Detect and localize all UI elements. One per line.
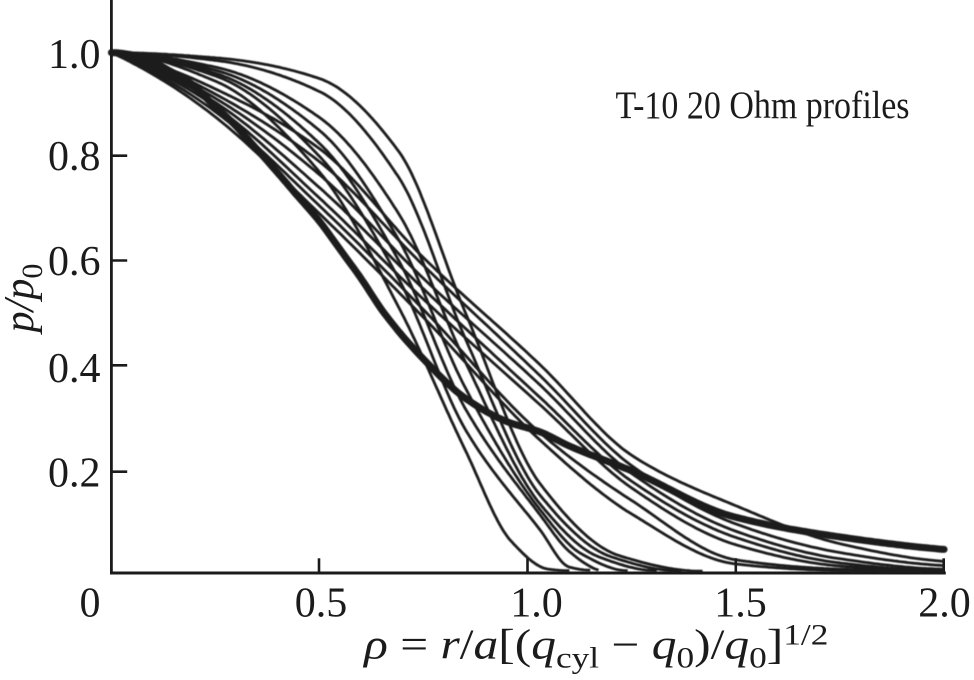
svg-text:0.5: 0.5: [295, 581, 348, 627]
svg-text:0: 0: [80, 581, 101, 627]
svg-text:p/p0: p/p0: [0, 264, 49, 336]
svg-text:2.0: 2.0: [918, 581, 971, 627]
svg-text:0.6: 0.6: [48, 239, 101, 285]
svg-text:0.4: 0.4: [48, 346, 101, 392]
svg-text:1.0: 1.0: [510, 581, 563, 627]
svg-text:T-10 20 Ohm profiles: T-10 20 Ohm profiles: [616, 84, 910, 127]
svg-text:1.5: 1.5: [714, 581, 767, 627]
svg-text:0.2: 0.2: [48, 451, 101, 497]
svg-text:1.0: 1.0: [48, 32, 101, 78]
svg-text:ρ = r/a[(qcyl − q0)/q0]1/2: ρ = r/a[(qcyl − q0)/q0]1/2: [362, 619, 828, 675]
svg-text:0.8: 0.8: [48, 134, 101, 180]
